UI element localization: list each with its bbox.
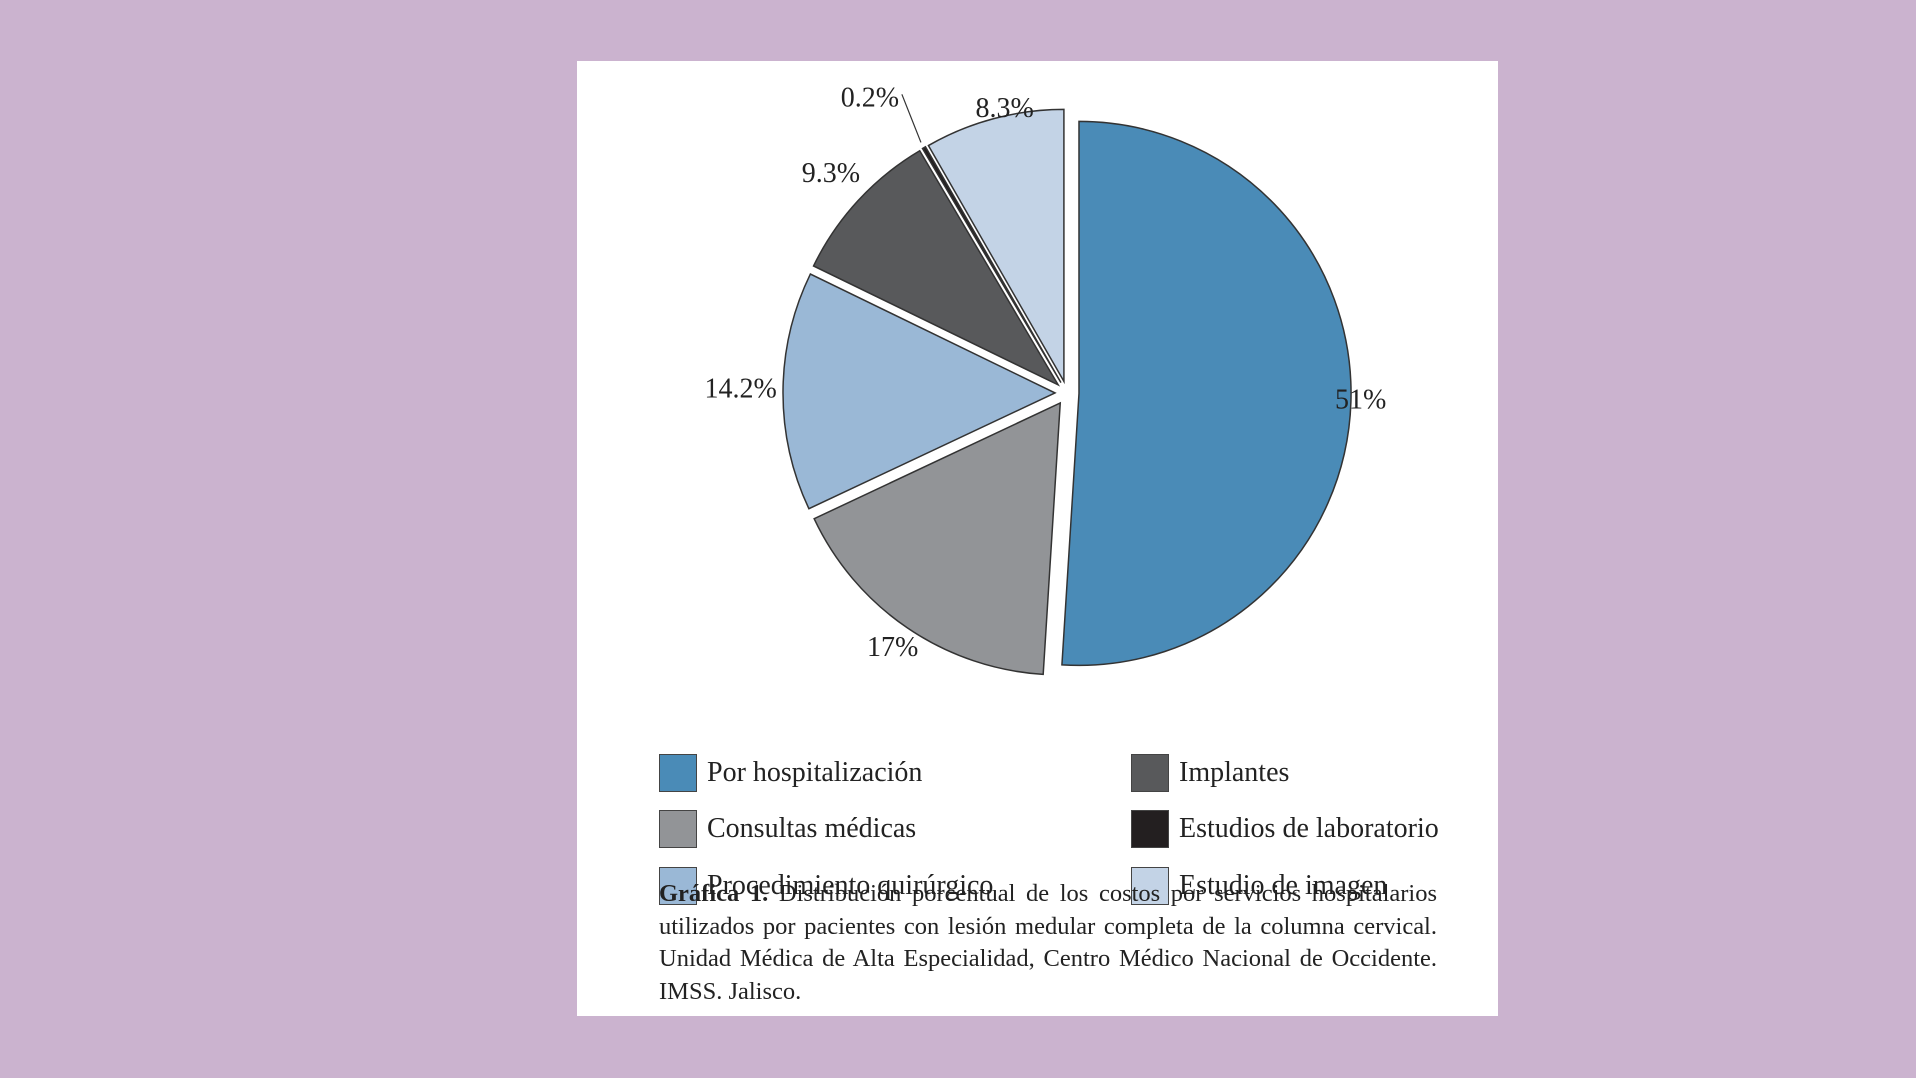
legend-label: Consultas médicas [707,813,917,844]
data-label: 14.2% [704,373,776,404]
pie-slice [782,273,1057,510]
legend-label: Estudios de laboratorio [1179,813,1439,844]
figure-caption: Gráfica 1. Distribución porcentual de lo… [659,878,1437,1008]
chart-card: 51% 17% 14.2% 9.3% 0.2% 8.3% Por hospitalizac… [577,61,1498,1016]
caption-lead: Gráfica 1. [659,880,769,907]
legend-item: Implantes [1131,751,1289,795]
data-label: 8.3% [976,93,1034,124]
data-label: 17% [867,632,918,663]
pie-slice [927,108,1065,385]
legend-swatch [659,810,697,848]
legend-item: Estudios de laboratorio [1131,807,1439,851]
legend-item: Consultas médicas [659,807,916,851]
legend-label: Por hospitalización [707,757,923,788]
legend-swatch [1131,810,1169,848]
data-label: 51% [1335,385,1386,416]
legend-swatch [1131,754,1169,792]
pie-slice [1061,120,1352,667]
legend-item: Estudio de imagen [1131,864,1387,908]
pie-slice [812,149,1061,387]
legend-swatch [659,754,697,792]
pie-chart: 51% 17% 14.2% 9.3% 0.2% 8.3% [704,83,1386,676]
leader-line [901,94,922,143]
legend-label: Procedimiento quirúrgico [707,870,994,901]
legend-item: Procedimiento quirúrgico [659,864,993,908]
legend-swatch [1131,867,1169,905]
caption-text: Distribución porcentual de los costos po… [659,880,1437,1005]
legend-label: Estudio de imagen [1179,870,1388,901]
legend-label: Implantes [1179,757,1290,788]
data-label: 9.3% [802,158,860,189]
legend-item: Por hospitalización [659,751,922,795]
data-label: 0.2% [841,83,899,114]
legend-swatch [659,867,697,905]
chart-legend: Por hospitalización Implantes Consultas … [659,691,1479,911]
pie-slice [921,145,1062,384]
pie-slice [813,401,1062,676]
